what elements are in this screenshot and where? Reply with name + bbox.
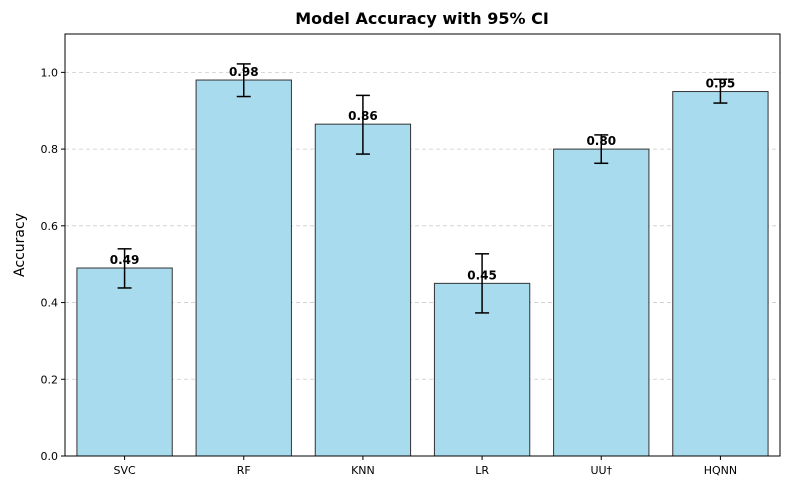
y-tick-label: 0.8: [41, 143, 59, 156]
y-tick-label: 0.2: [41, 373, 59, 386]
error-bars: [117, 63, 728, 314]
value-label: 0.98: [229, 65, 259, 79]
bar: [553, 148, 650, 457]
error-bar: [355, 94, 370, 155]
bar: [672, 91, 769, 457]
plot-frame: [64, 33, 781, 457]
x-tick-label: RF: [237, 464, 251, 477]
error-bar: [475, 253, 490, 314]
bars: [76, 79, 769, 457]
x-axis-ticks: SVC RF KNN LR UU† HQNN: [113, 456, 737, 477]
error-bar: [117, 248, 132, 289]
error-bar: [236, 63, 251, 98]
y-tick-label: 0.4: [41, 297, 59, 310]
y-axis-label: Accuracy: [12, 213, 28, 277]
bar: [314, 123, 412, 457]
y-tick-label: 0.6: [41, 220, 59, 233]
value-label: 0.86: [348, 109, 378, 123]
value-label: 0.80: [586, 134, 616, 148]
y-axis-ticks: 0.0 0.2 0.4 0.6 0.8 1.0: [41, 66, 65, 463]
value-label: 0.95: [706, 77, 736, 91]
value-labels: 0.49 0.98 0.86 0.45 0.80 0.95: [110, 65, 735, 282]
error-bar: [594, 134, 609, 165]
grid-lines: [65, 71, 780, 380]
x-tick-label: UU†: [590, 464, 612, 477]
y-tick-label: 1.0: [41, 66, 59, 79]
bar: [195, 79, 292, 457]
y-tick-label: 0.0: [41, 450, 59, 463]
x-tick-label: LR: [475, 464, 489, 477]
chart-title: Model Accuracy with 95% CI: [295, 9, 549, 28]
value-label: 0.49: [110, 253, 140, 267]
bar: [76, 267, 173, 457]
x-tick-label: SVC: [113, 464, 136, 477]
x-tick-label: KNN: [351, 464, 375, 477]
x-tick-label: HQNN: [704, 464, 737, 477]
error-bar: [713, 78, 728, 104]
value-label: 0.45: [467, 268, 497, 282]
